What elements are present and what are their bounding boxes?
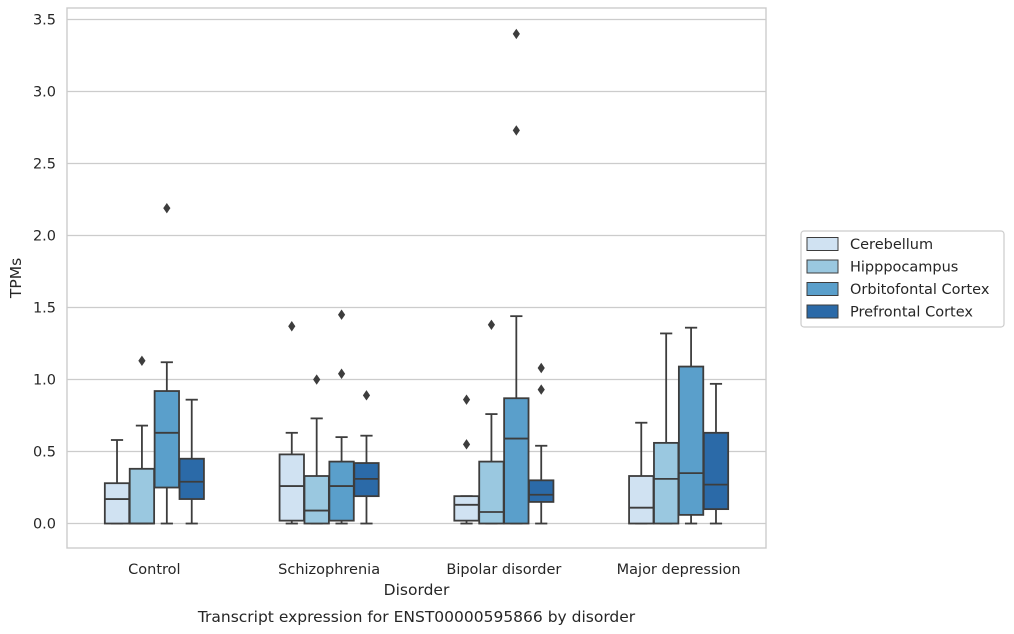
box-group bbox=[328, 309, 355, 525]
box bbox=[453, 495, 480, 522]
box-group bbox=[628, 421, 655, 525]
x-axis-label: Disorder bbox=[384, 581, 450, 599]
outlier-point bbox=[462, 394, 471, 405]
box bbox=[153, 390, 180, 489]
box-group bbox=[503, 28, 530, 525]
x-tick-label: Control bbox=[128, 562, 180, 578]
box-group bbox=[103, 439, 131, 525]
box-group bbox=[528, 362, 555, 525]
box bbox=[128, 467, 156, 525]
legend-swatch bbox=[806, 304, 839, 319]
box-group bbox=[278, 321, 305, 525]
legend: Cerebellum Hipppocampus Orbitofontal Corte… bbox=[800, 230, 1005, 328]
outlier-point bbox=[512, 125, 520, 136]
box bbox=[628, 475, 655, 525]
x-tick-label: Major depression bbox=[617, 562, 741, 578]
box-group bbox=[702, 382, 730, 525]
legend-label: Prefrontal Cortex bbox=[850, 305, 973, 321]
outlier-point bbox=[512, 28, 520, 40]
y-tick-label: 1.5 bbox=[33, 301, 56, 317]
outlier-point bbox=[362, 390, 371, 401]
box-group bbox=[478, 319, 505, 525]
x-tick-label: Schizophrenia bbox=[278, 562, 380, 578]
outlier-point bbox=[487, 319, 496, 330]
box bbox=[303, 475, 330, 525]
box-group bbox=[128, 355, 156, 525]
y-tick-label: 3.0 bbox=[33, 85, 56, 101]
y-axis-ticks: 0.0 0.5 1.0 1.5 2.0 2.5 3.0 3.5 bbox=[33, 13, 56, 533]
outlier-point bbox=[163, 202, 171, 214]
outlier-point bbox=[313, 374, 321, 385]
gridlines bbox=[67, 18, 766, 525]
box-group bbox=[153, 202, 180, 525]
outlier-point bbox=[138, 355, 146, 366]
outlier-point bbox=[462, 439, 471, 450]
outlier-point bbox=[537, 362, 545, 374]
y-tick-label: 0.5 bbox=[33, 445, 56, 461]
box-group bbox=[303, 374, 330, 525]
box-group bbox=[453, 394, 480, 525]
outlier-point bbox=[537, 384, 545, 395]
plot-frame bbox=[66, 7, 767, 549]
box bbox=[503, 397, 530, 525]
legend-swatch bbox=[806, 259, 839, 274]
box bbox=[702, 431, 730, 511]
outlier-point bbox=[337, 309, 346, 320]
box bbox=[528, 479, 555, 503]
box bbox=[178, 457, 205, 500]
legend-label: Hipppocampus bbox=[850, 260, 958, 276]
box-group bbox=[178, 398, 205, 525]
box bbox=[478, 460, 505, 525]
legend-swatch bbox=[806, 237, 839, 251]
y-tick-label: 2.5 bbox=[33, 157, 56, 173]
legend-label: Orbitofontal Cortex bbox=[850, 282, 990, 298]
chart-caption: Transcript expression for ENST0000059586… bbox=[197, 608, 636, 626]
box bbox=[653, 441, 680, 525]
box-plots bbox=[103, 28, 730, 525]
y-tick-label: 1.0 bbox=[33, 373, 56, 389]
y-tick-label: 3.5 bbox=[33, 13, 56, 29]
box-group bbox=[353, 390, 380, 525]
outlier-point bbox=[337, 368, 346, 379]
box bbox=[328, 460, 355, 522]
y-tick-label: 2.0 bbox=[33, 229, 56, 245]
box-group bbox=[677, 326, 705, 525]
y-tick-label: 0.0 bbox=[33, 517, 56, 533]
legend-frame bbox=[800, 230, 1005, 328]
y-axis-label: TPMs bbox=[7, 258, 25, 299]
box-group bbox=[653, 332, 680, 525]
legend-label: Cerebellum bbox=[850, 237, 933, 253]
legend-swatch bbox=[806, 282, 839, 296]
box bbox=[103, 482, 131, 525]
box bbox=[677, 365, 705, 516]
box bbox=[278, 453, 305, 522]
x-tick-label: Bipolar disorder bbox=[446, 562, 561, 578]
outlier-point bbox=[288, 321, 296, 332]
x-axis-ticks: Control Schizophrenia Bipolar disorder Majo… bbox=[128, 562, 740, 578]
